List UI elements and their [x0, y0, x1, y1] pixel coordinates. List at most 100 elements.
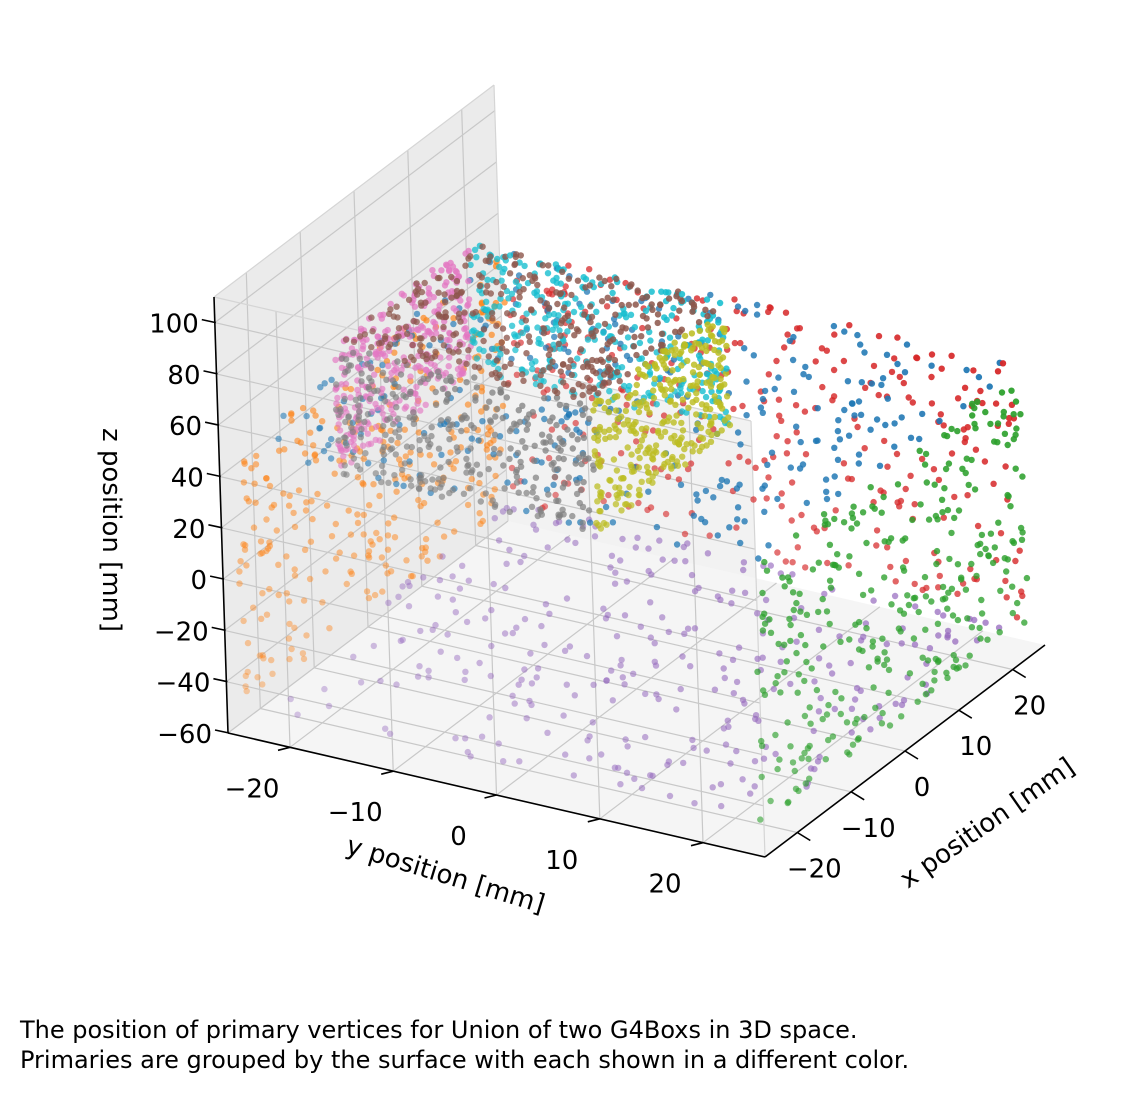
data-point — [357, 325, 365, 332]
data-point — [323, 502, 331, 509]
data-point — [286, 598, 293, 605]
data-point — [560, 361, 567, 368]
data-point — [814, 437, 821, 444]
data-point — [356, 355, 363, 362]
data-point — [364, 360, 371, 368]
data-point — [368, 344, 375, 351]
y-tick — [277, 746, 291, 752]
data-point — [934, 608, 941, 616]
data-point — [857, 411, 865, 418]
data-point — [960, 403, 967, 410]
data-point — [648, 571, 655, 578]
data-point — [427, 371, 435, 378]
data-point — [500, 283, 507, 290]
data-point — [826, 541, 834, 548]
data-point — [739, 402, 746, 410]
data-point — [801, 677, 808, 685]
data-point — [464, 331, 471, 338]
data-point — [438, 451, 445, 458]
data-point — [677, 481, 685, 488]
data-point — [711, 346, 718, 354]
data-point — [613, 275, 620, 283]
data-point — [398, 290, 405, 297]
data-point — [370, 642, 377, 650]
data-point — [546, 610, 553, 617]
data-point — [775, 396, 783, 403]
data-point — [669, 367, 676, 374]
data-point — [665, 758, 673, 765]
data-point — [449, 349, 457, 356]
data-points — [236, 242, 1031, 823]
data-point — [921, 461, 929, 468]
data-point — [647, 504, 655, 511]
data-point — [380, 457, 387, 464]
data-point — [747, 790, 754, 797]
data-point — [572, 409, 579, 416]
data-point — [360, 531, 367, 538]
data-point — [513, 427, 520, 435]
data-point — [548, 426, 556, 433]
data-point — [837, 710, 844, 718]
data-point — [848, 525, 855, 532]
grid-line-z — [222, 366, 504, 580]
data-point — [781, 583, 788, 590]
data-point — [681, 530, 689, 538]
data-point — [802, 564, 809, 571]
data-point — [468, 422, 475, 429]
data-point — [628, 502, 635, 509]
data-point — [299, 404, 307, 412]
data-point — [621, 344, 628, 351]
data-point — [631, 333, 638, 341]
data-point — [693, 295, 701, 302]
data-point — [933, 547, 941, 555]
data-point — [802, 363, 809, 371]
data-point — [515, 489, 522, 496]
data-point — [853, 715, 861, 723]
data-point — [443, 279, 450, 286]
data-point — [648, 345, 655, 352]
data-point — [942, 465, 950, 473]
data-point — [680, 375, 687, 383]
data-point — [851, 696, 859, 703]
data-point — [541, 415, 548, 423]
data-point — [574, 355, 581, 362]
data-point — [894, 334, 901, 341]
data-point — [465, 247, 472, 255]
data-point — [962, 435, 969, 442]
data-point — [781, 641, 788, 648]
x-tick-label: 10 — [959, 732, 992, 762]
data-point — [754, 610, 761, 617]
data-point — [446, 336, 453, 344]
data-point — [599, 358, 606, 366]
data-point — [547, 346, 554, 353]
data-point — [783, 658, 790, 665]
data-point — [273, 527, 280, 534]
data-point — [975, 373, 983, 381]
data-point — [955, 664, 963, 671]
data-point — [772, 680, 779, 687]
data-point — [540, 329, 548, 337]
data-point — [640, 398, 647, 405]
data-point — [553, 274, 560, 282]
data-point — [948, 450, 956, 457]
data-point — [541, 641, 548, 649]
data-point — [415, 485, 423, 492]
data-point — [244, 639, 252, 647]
data-point — [972, 446, 980, 453]
data-point — [997, 530, 1005, 537]
grid-line-x — [299, 231, 315, 668]
data-point — [577, 303, 585, 311]
data-point — [835, 417, 842, 424]
data-point — [363, 588, 371, 595]
data-point — [417, 407, 424, 414]
data-point — [432, 388, 439, 396]
data-point — [978, 531, 986, 539]
data-point — [404, 330, 411, 337]
data-point — [334, 394, 341, 402]
data-point — [787, 464, 794, 471]
data-point — [634, 287, 641, 294]
data-point — [806, 742, 813, 750]
data-point — [671, 351, 678, 359]
data-point — [528, 503, 536, 510]
data-point — [430, 318, 437, 326]
